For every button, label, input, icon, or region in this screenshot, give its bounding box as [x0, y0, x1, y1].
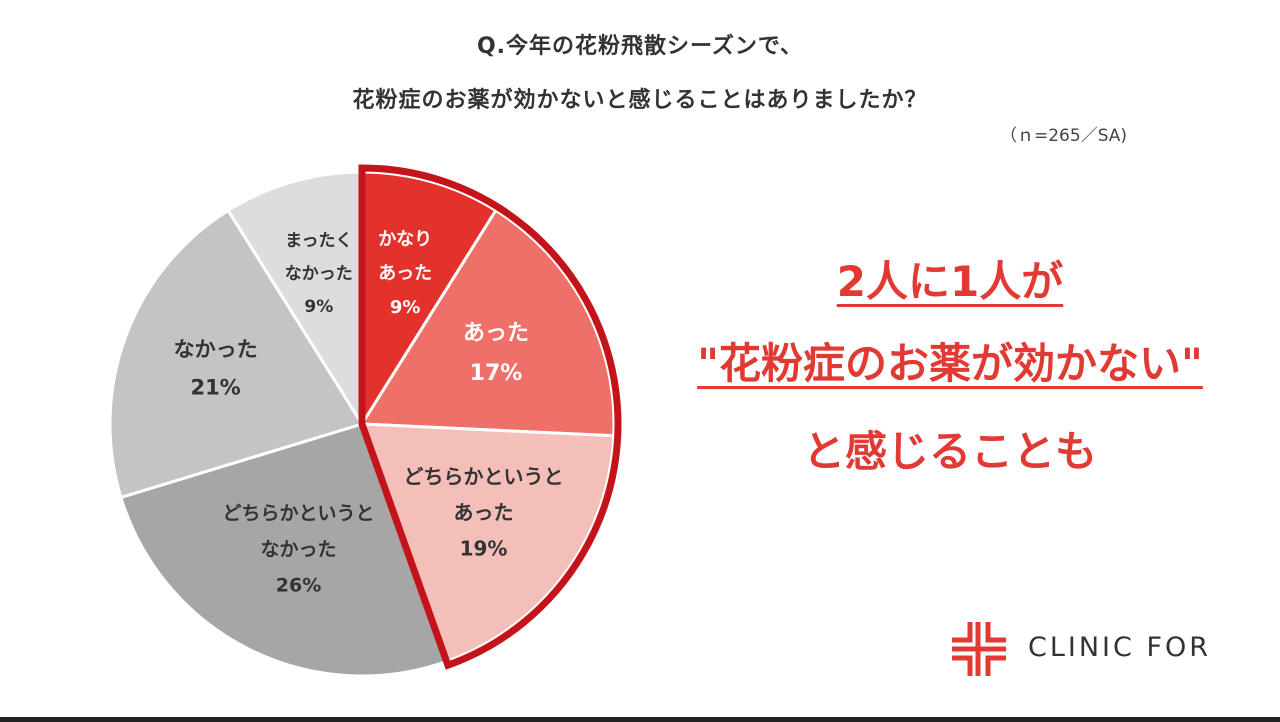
slice-category-label-4: なかった: [260, 539, 336, 561]
headline-line1: 2人に1人が: [640, 248, 1260, 309]
pie-slice-3: [359, 422, 616, 664]
sample-size-note: （ｎ=265／SA): [1000, 126, 1128, 146]
bottom-bar: [0, 717, 1280, 722]
slice-category-label-3: どちらかというと: [404, 465, 564, 489]
clinic-cross-icon: [952, 622, 1006, 676]
slice-value-label-5: 21%: [190, 375, 240, 399]
pie-slice-4: [119, 422, 449, 678]
question-title-line2: 花粉症のお薬が効かないと感じることはありましたか？: [352, 88, 928, 113]
slice-category-label-6: まったく: [285, 231, 352, 251]
headline-line2: "花粉症のお薬が効かない": [640, 330, 1260, 391]
slice-category-label-2: あった: [463, 321, 529, 346]
headline-line3: と感じることも: [802, 427, 1097, 476]
slice-category-label-1: あった: [378, 263, 432, 284]
slice-value-label-2: 17%: [470, 361, 523, 386]
clinic-for-logo: CLINIC FOR: [950, 620, 1250, 680]
headline-line2-text: "花粉症のお薬が効かない": [697, 339, 1203, 388]
slice-category-label-4: どちらかというと: [222, 503, 374, 525]
pie-slice-6: [226, 170, 364, 430]
slice-value-label-3: 19%: [460, 537, 508, 561]
pie-slices: [108, 170, 616, 678]
slice-category-label-1: かなり: [378, 229, 432, 250]
headline-line1-text: 2人に1人が: [836, 257, 1064, 306]
pie-slice-1: [360, 170, 498, 430]
pie-slice-2: [359, 208, 616, 438]
slice-value-label-6: 9%: [304, 297, 333, 317]
slice-category-label-5: なかった: [174, 337, 258, 361]
logo-text: CLINIC FOR: [1028, 632, 1211, 663]
question-title-line1: Q.今年の花粉飛散シーズンで、: [476, 34, 804, 59]
slice-value-label-4: 26%: [276, 575, 321, 597]
slice-category-label-3: あった: [454, 501, 514, 525]
pie-chart: かなりあった9%あった17%どちらかというとあった19%どちらかというとなかった…: [108, 164, 622, 678]
highlight-outline: [358, 164, 622, 670]
slice-value-label-1: 9%: [390, 297, 421, 318]
slice-category-label-6: なかった: [285, 264, 353, 284]
pie-slice-5: [108, 208, 365, 500]
highlight-group: [358, 164, 622, 670]
pie-labels: かなりあった9%あった17%どちらかというとあった19%どちらかというとなかった…: [174, 229, 564, 597]
